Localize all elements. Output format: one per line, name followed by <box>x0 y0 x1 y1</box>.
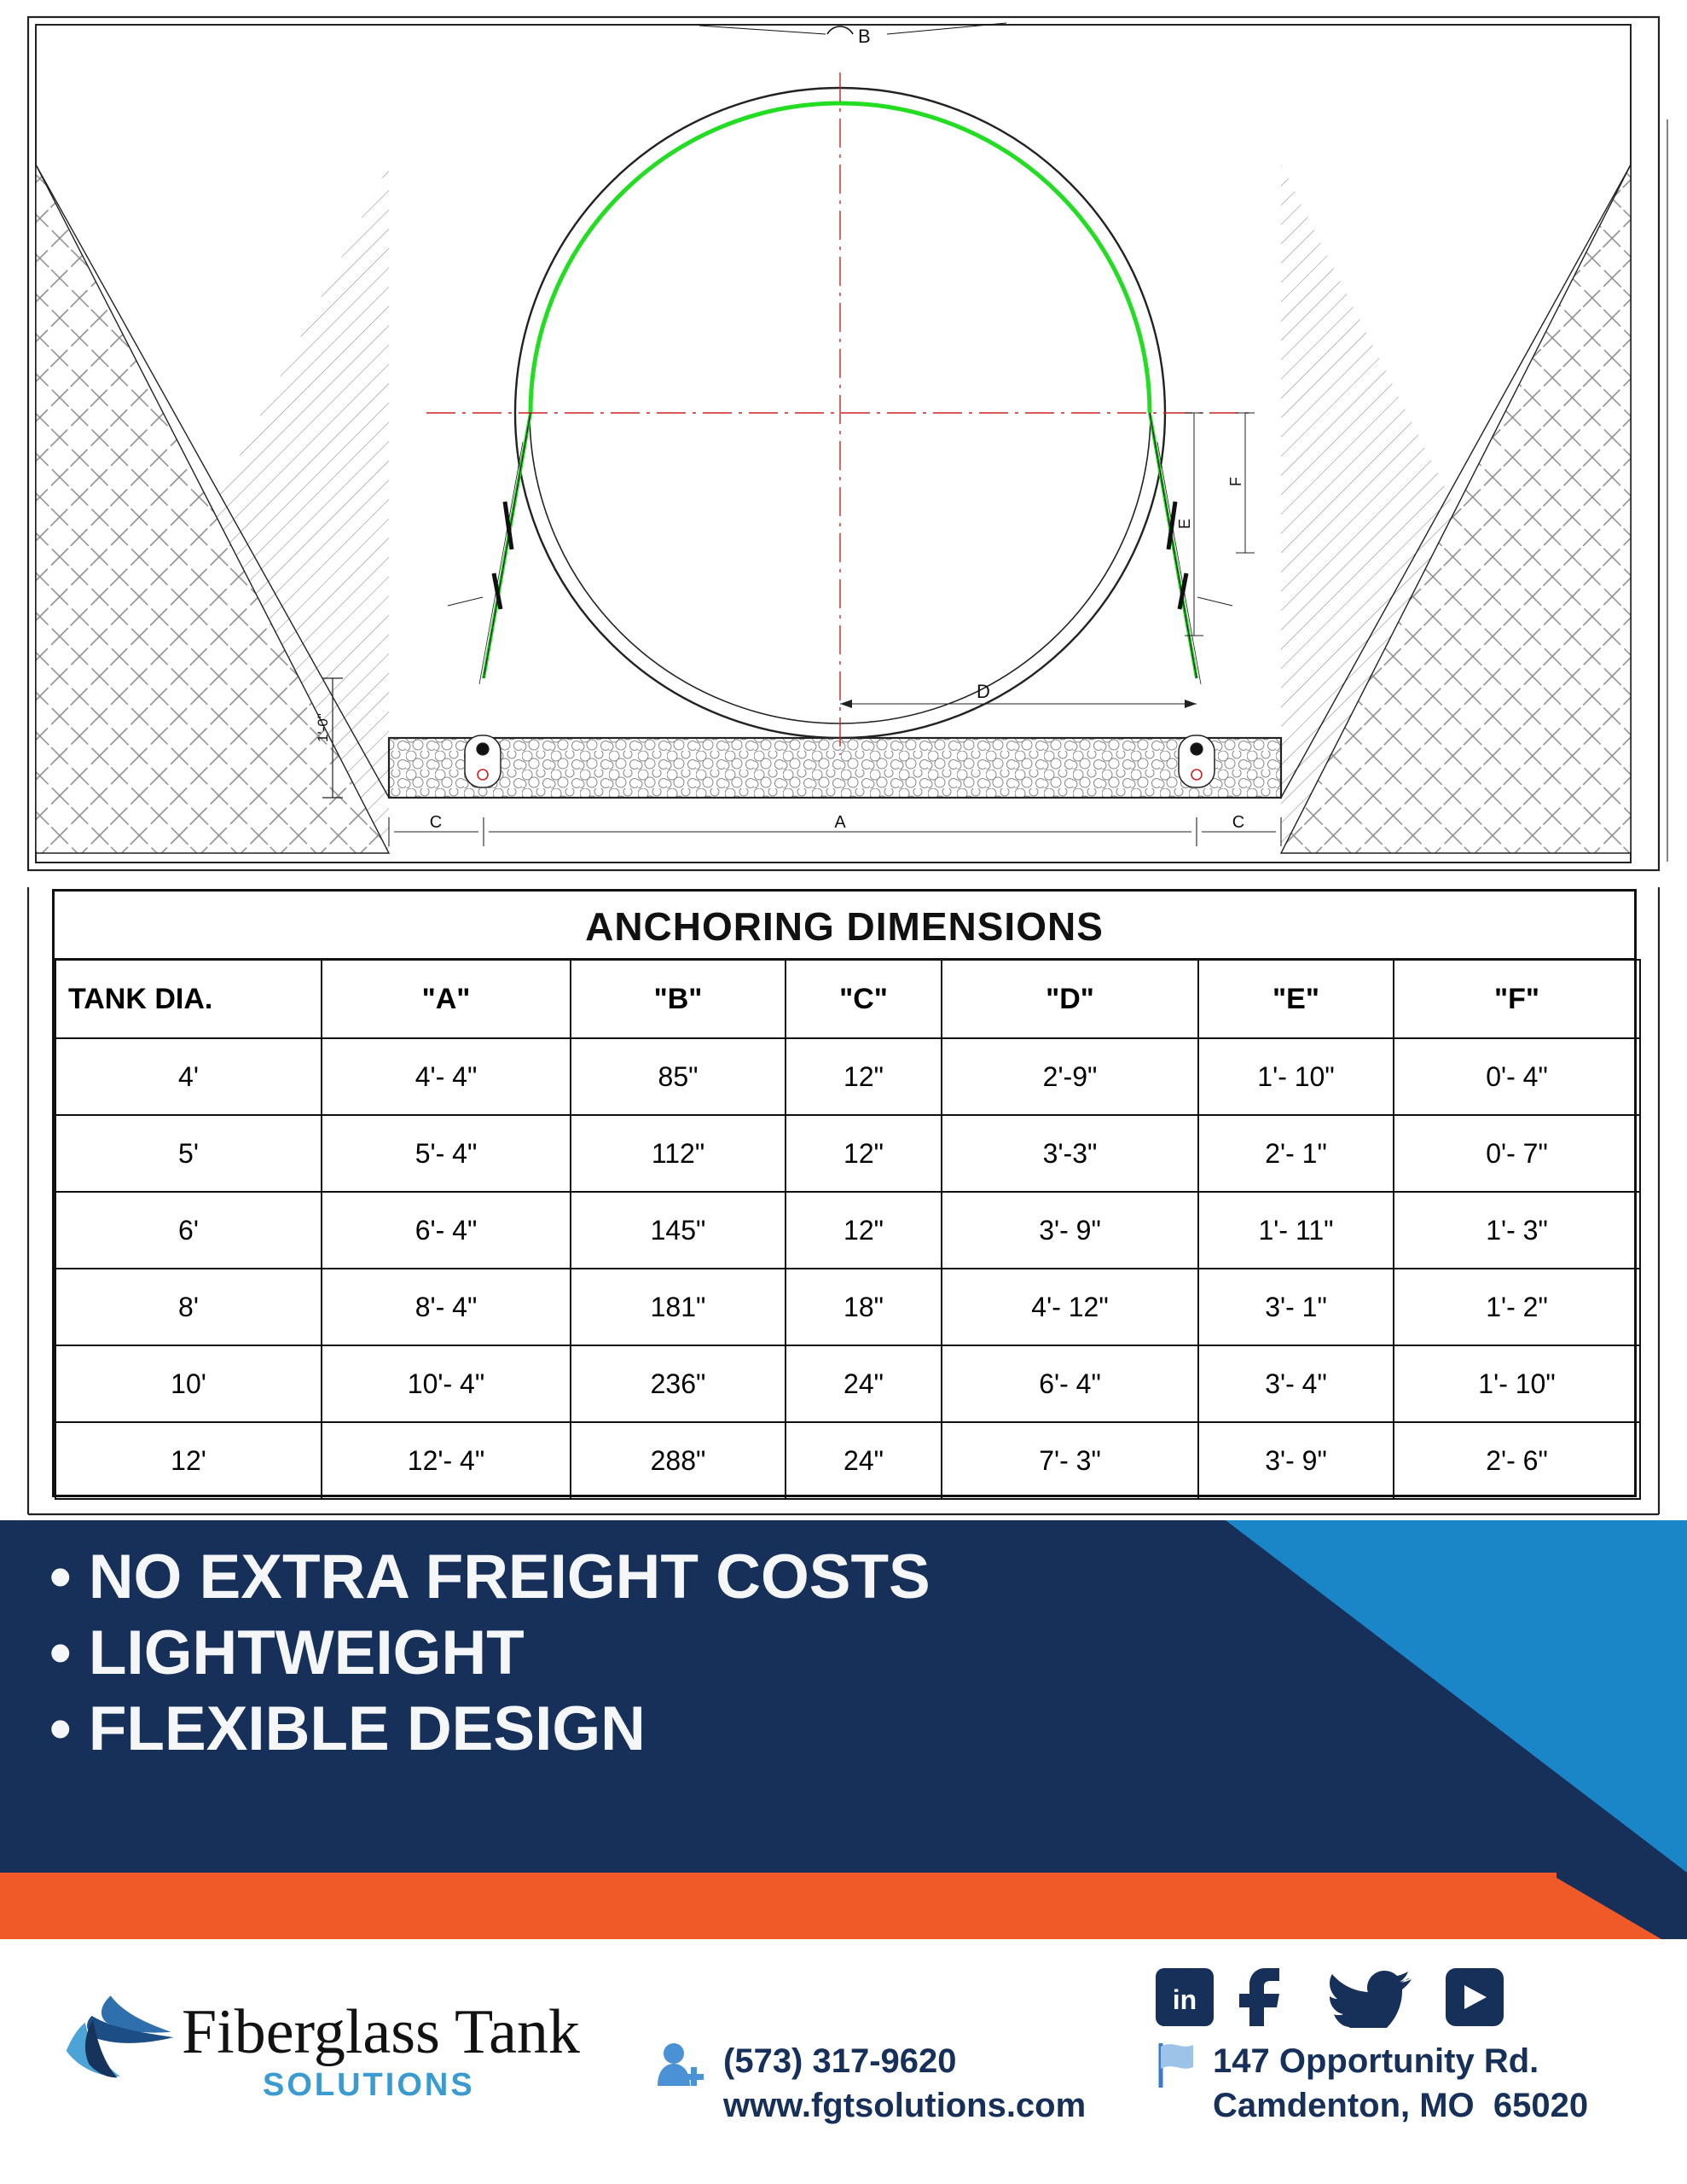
svg-text:C: C <box>1232 813 1244 832</box>
svg-text:B: B <box>858 26 871 47</box>
svg-text:in: in <box>1173 1984 1197 2015</box>
svg-text:C: C <box>430 813 442 832</box>
svg-text:A: A <box>834 813 846 832</box>
svg-text:D: D <box>977 681 990 702</box>
svg-text:E: E <box>1176 519 1193 529</box>
svg-text:F: F <box>1227 477 1244 486</box>
svg-text:1'-0": 1'-0" <box>315 713 331 742</box>
